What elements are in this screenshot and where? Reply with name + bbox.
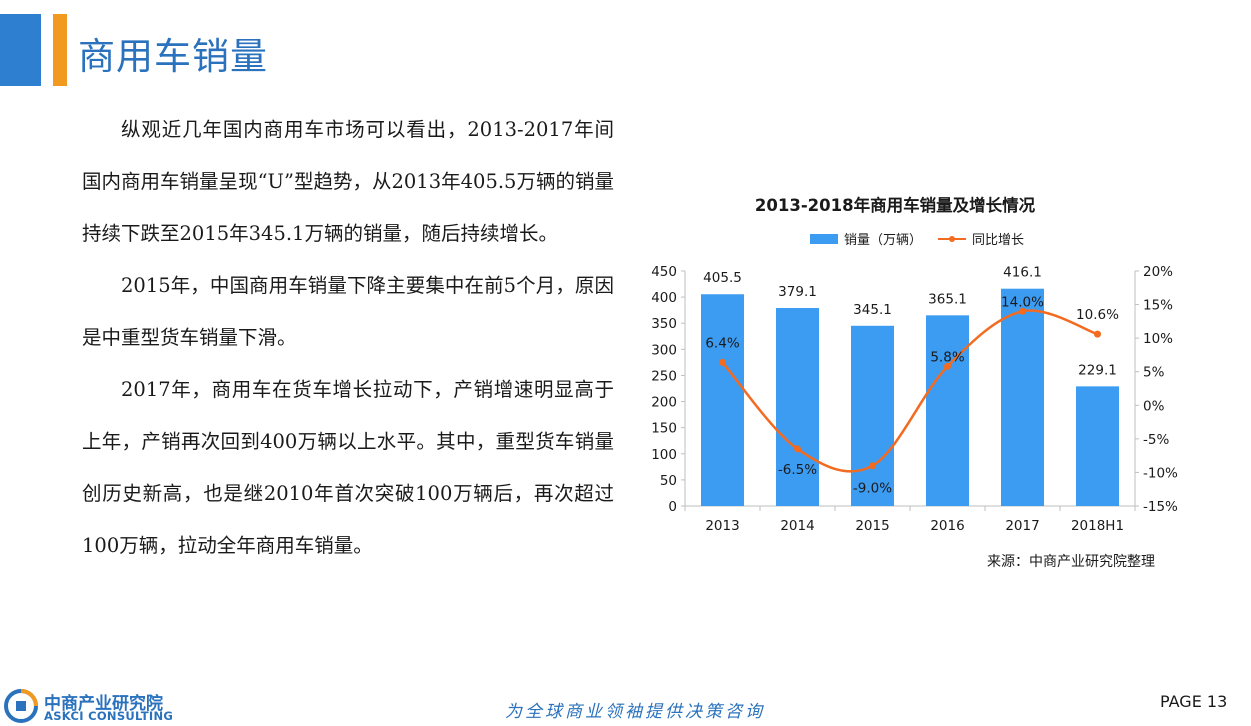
y-right-tick-label: 20% <box>1143 264 1173 280</box>
footer-slogan: 为全球商业领袖提供决策咨询 <box>505 702 765 722</box>
bar <box>851 325 894 506</box>
logo-name-cn: 中商产业研究院 <box>44 694 163 714</box>
header-accent-bar-blue <box>0 14 41 86</box>
growth-line <box>721 309 1098 473</box>
line-point <box>1019 307 1026 315</box>
x-tick-label: 2017 <box>1005 518 1039 534</box>
paragraph-2: 2015年，中国商用车销量下降主要集中在前5个月，原因是中重型货车销量下滑。 <box>82 274 614 349</box>
line-point <box>719 358 726 366</box>
chart-plot: 0 50 100 150 200 250 300 350 400 450 -15% -10% -5% 0%… <box>651 264 1178 534</box>
y-left-tick-label: 150 <box>651 421 677 437</box>
company-logo: 中商产业研究院 ASKCI CONSULTING <box>4 688 173 724</box>
logo-mark-icon <box>4 689 38 723</box>
y-left-tick-label: 300 <box>651 342 677 358</box>
page-title: 商用车销量 <box>78 35 268 78</box>
header-accent-bar-orange <box>53 14 67 86</box>
bar <box>1001 288 1044 506</box>
y-left-tick-label: 0 <box>668 499 677 515</box>
x-tick-label: 2013 <box>705 518 739 534</box>
x-tick-label: 2016 <box>930 518 964 534</box>
page-number: PAGE 13 <box>1160 692 1228 711</box>
line-data-label: -6.5% <box>778 462 817 478</box>
line-point <box>1094 330 1101 338</box>
bar-data-label: 416.1 <box>1003 265 1042 281</box>
y-left-tick-label: 450 <box>651 264 677 280</box>
legend-line-label: 同比增长 <box>972 233 1025 248</box>
line-data-label: 10.6% <box>1076 307 1119 323</box>
y-left-tick-label: 200 <box>651 395 677 411</box>
body-text: 纵观近几年国内商用车市场可以看出，2013-2017年间国内商用车销量呈现“U”… <box>82 104 614 572</box>
bar <box>926 315 969 506</box>
line-point <box>794 445 801 453</box>
line-point <box>944 362 951 370</box>
legend-bar-swatch <box>810 233 838 244</box>
y-right-tick-label: -5% <box>1143 432 1169 448</box>
bar-data-label: 365.1 <box>928 291 967 307</box>
y-right-tick-label: -10% <box>1143 465 1178 481</box>
y-left-tick-label: 100 <box>651 447 677 463</box>
chart-source: 来源：中商产业研究院整理 <box>987 554 1155 570</box>
bar <box>776 308 819 506</box>
y-left-tick-label: 50 <box>660 473 677 489</box>
paragraph-3: 2017年，商用车在货车增长拉动下，产销增速明显高于上年，产销再次回到400万辆… <box>82 378 614 557</box>
x-tick-label: 2015 <box>855 518 889 534</box>
x-tick-label: 2018H1 <box>1071 518 1124 534</box>
line-data-label: 5.8% <box>930 349 964 365</box>
y-right-tick-label: -15% <box>1143 499 1178 515</box>
legend-line-swatch <box>938 234 967 244</box>
chart-title: 2013-2018年商用车销量及增长情况 <box>754 196 1036 215</box>
paragraph-1: 纵观近几年国内商用车市场可以看出，2013-2017年间国内商用车销量呈现“U”… <box>82 118 614 245</box>
line-data-label: -9.0% <box>853 481 892 497</box>
bar-data-label: 379.1 <box>778 284 817 300</box>
y-left-tick-label: 400 <box>651 290 677 306</box>
y-right-tick-label: 10% <box>1143 331 1173 347</box>
y-right-tick-label: 5% <box>1143 365 1165 381</box>
bar <box>701 294 744 506</box>
x-tick-label: 2014 <box>780 518 814 534</box>
bar-data-label: 345.1 <box>853 302 892 318</box>
line-point <box>869 462 876 470</box>
sales-chart: 2013-2018年商用车销量及增长情况 销量（万辆） 同比增长 0 50 100 1… <box>615 180 1251 580</box>
y-right-tick-label: 15% <box>1143 298 1173 314</box>
bar-data-label: 405.5 <box>703 270 742 286</box>
legend-bar-label: 销量（万辆） <box>844 233 923 248</box>
line-data-label: 14.0% <box>1001 294 1044 310</box>
bar-data-label: 229.1 <box>1078 362 1117 378</box>
logo-name-en: ASKCI CONSULTING <box>44 709 174 723</box>
y-left-tick-label: 350 <box>651 316 677 332</box>
line-data-label: 6.4% <box>705 335 739 351</box>
bar <box>1076 386 1119 506</box>
chart-legend: 销量（万辆） 同比增长 <box>810 229 1024 248</box>
y-right-tick-label: 0% <box>1143 398 1165 414</box>
y-left-tick-label: 250 <box>651 368 677 384</box>
